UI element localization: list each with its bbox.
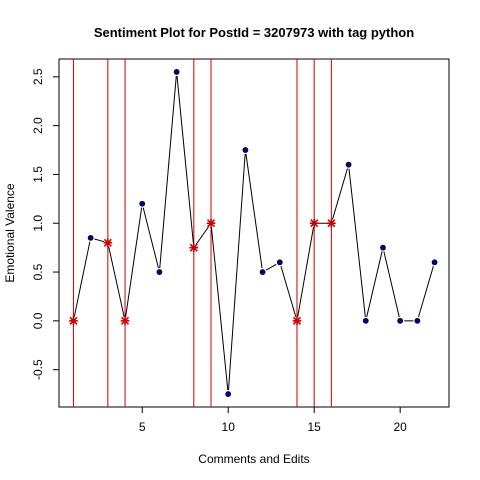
plot-frame: [58, 58, 450, 408]
y-tick-label: 2.0: [31, 117, 45, 134]
series-segment: [94, 238, 105, 243]
series-segment: [159, 75, 177, 269]
series-segment: [227, 153, 246, 391]
y-tick-label: 0.0: [31, 312, 45, 329]
edit-point: [103, 238, 113, 248]
x-axis: 5 10 15 20: [139, 407, 407, 434]
series-segment: [142, 207, 159, 269]
y-tick-label: 0.5: [31, 263, 45, 280]
x-tick-label: 5: [139, 420, 146, 434]
series-segment: [418, 265, 434, 318]
data-point: [156, 269, 163, 275]
series-segment: [245, 153, 263, 269]
series-segment: [280, 265, 297, 318]
data-point: [397, 317, 404, 324]
series-line: [73, 75, 434, 391]
data-point: [225, 391, 232, 397]
series-segment: [73, 241, 91, 318]
series-segment: [332, 168, 348, 220]
data-point: [87, 234, 94, 241]
x-tick-label: 15: [308, 420, 322, 434]
y-axis-label: Emotional Valence: [3, 183, 17, 282]
edit-point: [189, 243, 199, 252]
edit-point: [206, 218, 216, 228]
x-axis-label: Comments and Edits: [198, 452, 309, 466]
edit-point: [309, 218, 319, 228]
series-segment: [265, 263, 277, 271]
data-point: [362, 317, 369, 324]
data-point: [431, 259, 438, 266]
data-point: [242, 147, 249, 153]
data-point: [414, 317, 421, 324]
edit-point: [120, 316, 130, 326]
data-point: [259, 269, 266, 275]
data-point: [380, 244, 386, 251]
data-point: [345, 161, 352, 168]
series-segment: [366, 251, 383, 318]
edit-point: [292, 316, 302, 326]
series-segment: [297, 227, 314, 318]
series-segment: [210, 227, 229, 391]
edit-vertical-lines: [72, 59, 332, 407]
data-point: [173, 69, 180, 75]
edit-point: [69, 316, 78, 326]
y-tick-label: 1.5: [31, 166, 45, 183]
y-tick-label: -0.5: [31, 359, 45, 380]
series-segment: [348, 168, 366, 317]
series-segment: [383, 251, 400, 318]
chart-title: Sentiment Plot for PostId = 3207973 with…: [94, 25, 414, 40]
x-tick-label: 20: [393, 420, 407, 434]
data-point: [276, 259, 283, 266]
series-segment: [195, 226, 210, 245]
y-tick-label: 1.0: [31, 215, 45, 232]
series-segment: [108, 246, 125, 318]
y-tick-label: 2.5: [31, 68, 45, 85]
series-segment: [176, 75, 194, 244]
series-segment: [125, 207, 143, 317]
y-axis: -0.5 0.0 0.5 1.0 1.5 2.0 2.5: [31, 68, 59, 380]
x-tick-label: 10: [222, 420, 236, 434]
data-points: [69, 69, 438, 397]
data-point: [139, 200, 146, 207]
edit-point: [327, 218, 336, 228]
